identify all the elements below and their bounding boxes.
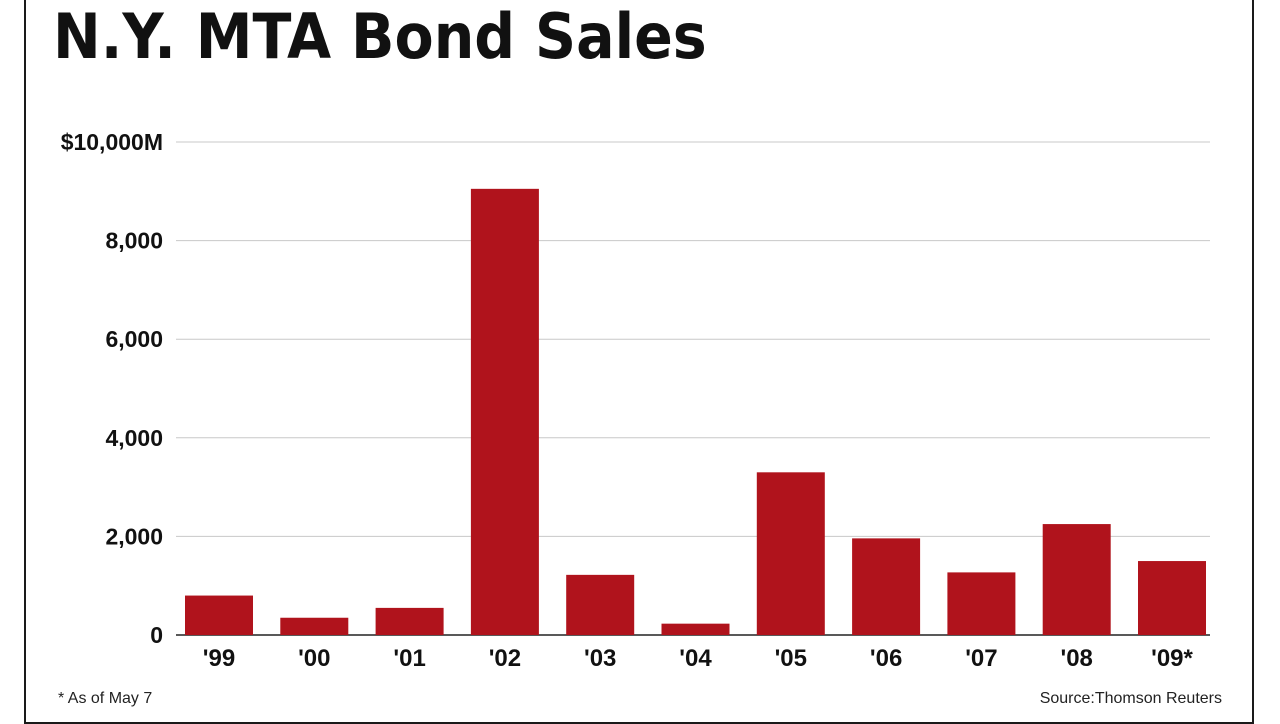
x-category-label: '05 <box>775 645 807 672</box>
bar-02 <box>470 188 539 635</box>
y-tick-label: 6,000 <box>105 326 163 352</box>
x-category-label: '02 <box>489 645 521 672</box>
x-category-label: '01 <box>393 645 425 672</box>
x-category-label: '04 <box>679 645 712 672</box>
y-tick-label: 0 <box>150 622 163 648</box>
x-category-label: '08 <box>1060 645 1092 672</box>
bar-06 <box>852 538 921 635</box>
y-tick-label: 4,000 <box>105 425 163 451</box>
bar-03 <box>566 574 635 635</box>
x-category-label: '07 <box>965 645 997 672</box>
bar-07 <box>947 572 1016 635</box>
x-category-label: '00 <box>298 645 330 672</box>
y-axis-labels: $10,000M 8,000 6,000 4,000 2,000 0 <box>61 129 163 648</box>
x-category-label: '09* <box>1151 645 1193 672</box>
y-tick-label: 8,000 <box>105 228 163 254</box>
bar-04 <box>661 623 730 635</box>
bar-99 <box>185 595 253 635</box>
footnote: * As of May 7 <box>58 690 153 707</box>
x-axis-labels: '99 '00 '01 '02 '03 '04 '05 '06 '07 '08 '09* <box>203 645 1194 672</box>
bar-05 <box>756 472 825 635</box>
bar-01 <box>375 607 444 635</box>
bar-09 <box>1138 561 1206 635</box>
source-note: Source:Thomson Reuters <box>1039 690 1222 707</box>
chart-title: N.Y. MTA Bond Sales <box>53 0 707 73</box>
bars <box>185 188 1206 635</box>
bar-00 <box>280 617 349 635</box>
x-category-label: '06 <box>870 645 902 672</box>
x-category-label: '03 <box>584 645 616 672</box>
y-tick-label: $10,000M <box>61 129 163 155</box>
x-category-label: '99 <box>203 645 235 672</box>
bar-08 <box>1042 524 1111 635</box>
y-tick-label: 2,000 <box>105 523 163 549</box>
